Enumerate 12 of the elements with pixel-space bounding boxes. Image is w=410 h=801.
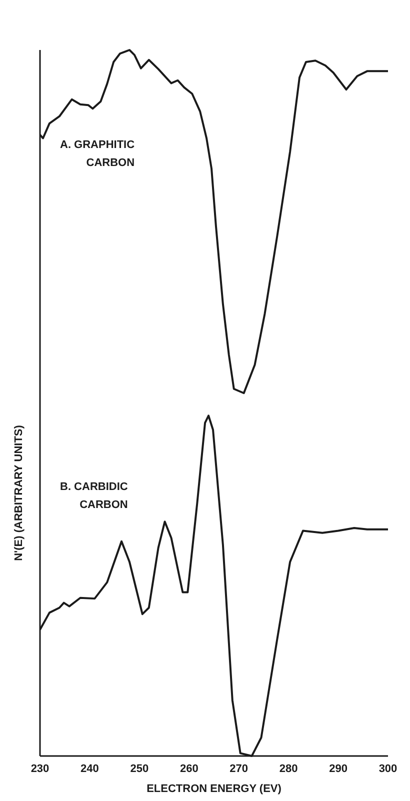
series-label: A. GRAPHITIC CARBON — [60, 138, 135, 171]
x-tick-label: 290 — [329, 762, 348, 775]
x-tick-label: 260 — [180, 762, 198, 775]
x-tick-label: 240 — [80, 762, 99, 775]
text: B. CARBIDIC CARBON — [60, 480, 128, 513]
x-tick-label: 300 — [378, 762, 398, 775]
x-tick-label: 280 — [279, 762, 298, 775]
x-tick-label: 270 — [230, 762, 248, 775]
x-tick-label: 250 — [130, 762, 149, 775]
x-axis-title: ELECTRON ENERGY (EV) — [146, 783, 282, 795]
y-axis-title: N'(E) (ARBITRARY UNITS) — [12, 424, 25, 561]
x-tick-label: 230 — [30, 762, 50, 775]
